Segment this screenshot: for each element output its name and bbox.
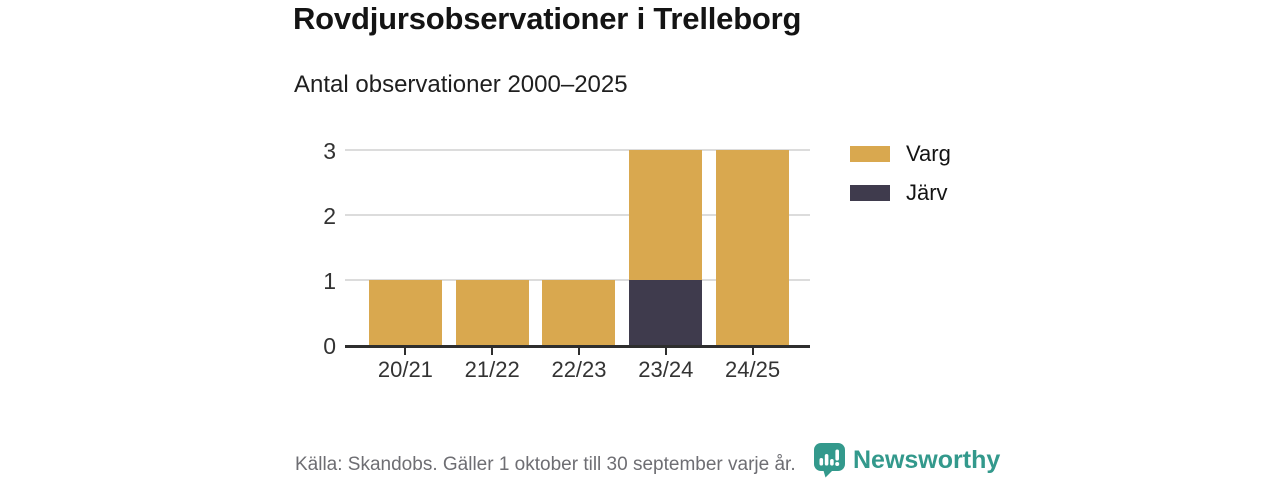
bar-segment-varg-21/22 <box>455 280 529 345</box>
x-tick-mark-24/25 <box>751 348 754 355</box>
y-tick-label-3: 3 <box>323 138 336 164</box>
bar-segment-varg-22/23 <box>542 280 616 345</box>
legend-item-järv: Järv <box>850 180 951 206</box>
chart-legend: Varg Järv <box>850 141 951 206</box>
gridline-y3 <box>345 149 810 151</box>
category-band-23/24 <box>622 150 709 355</box>
category-band-20/21 <box>362 150 449 355</box>
x-axis-tick-labels: 20/21 21/22 22/23 23/24 24/25 <box>362 357 796 383</box>
y-tick-label-0: 0 <box>323 333 336 359</box>
category-band-21/22 <box>449 150 536 355</box>
bar-22/23 <box>542 280 616 345</box>
x-tick-label-23/24: 23/24 <box>638 357 694 382</box>
bars-container <box>362 150 796 355</box>
bar-segment-varg-20/21 <box>368 280 442 345</box>
x-tick-label-20/21: 20/21 <box>377 357 433 382</box>
bar-21/22 <box>455 280 529 345</box>
bar-segment-varg-24/25 <box>716 150 790 345</box>
legend-item-varg: Varg <box>850 141 951 167</box>
source-caption: Källa: Skandobs. Gäller 1 oktober till 3… <box>295 454 796 475</box>
x-tick-label-21/22: 21/22 <box>464 357 520 382</box>
chart-subtitle: Antal observationer 2000–2025 <box>294 71 628 98</box>
x-tick-label-22/23: 22/23 <box>551 357 607 382</box>
newsworthy-speech-bubble-chart-icon <box>814 443 845 478</box>
gridline-y2 <box>345 214 810 216</box>
bar-segment-järv-23/24 <box>629 280 703 345</box>
newsworthy-wordmark: Newsworthy <box>853 446 1001 474</box>
category-band-24/25 <box>709 150 796 355</box>
category-band-22/23 <box>536 150 623 355</box>
bar-23/24 <box>629 150 703 345</box>
x-axis-line <box>345 345 810 348</box>
bar-segment-varg-23/24 <box>629 150 703 280</box>
y-tick-label-1: 1 <box>323 268 336 294</box>
legend-swatch-varg <box>850 146 890 162</box>
legend-label-varg: Varg <box>906 141 951 166</box>
x-tick-label-24/25: 24/25 <box>725 357 781 382</box>
bar-24/25 <box>716 150 790 345</box>
newsworthy-logo: Newsworthy <box>814 443 1000 478</box>
y-tick-label-2: 2 <box>323 203 336 229</box>
x-tick-mark-21/22 <box>491 348 494 355</box>
legend-swatch-järv <box>850 185 890 201</box>
bar-20/21 <box>368 280 442 345</box>
x-tick-mark-23/24 <box>664 348 667 355</box>
chart-title: Rovdjursobservationer i Trelleborg <box>293 1 802 36</box>
x-tick-mark-22/23 <box>577 348 580 355</box>
x-tick-mark-20/21 <box>404 348 407 355</box>
legend-label-järv: Järv <box>906 180 948 205</box>
